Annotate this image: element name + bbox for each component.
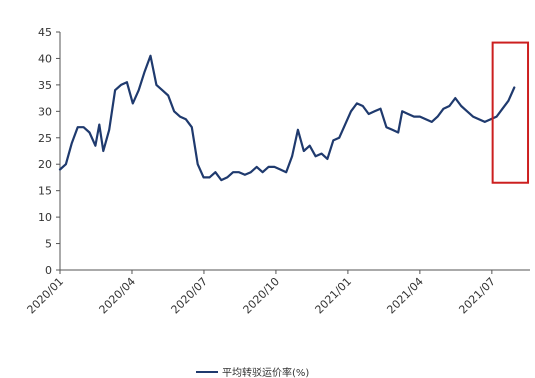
legend-label: 平均转驳运价率(%) [222,366,309,378]
x-tick-label: 2021/01 [313,275,355,317]
y-tick-label: 45 [38,26,52,39]
y-tick-label: 40 [38,52,52,65]
x-axis: 2020/01 2020/04 2020/07 2020/10 2021/01 2021/… [25,269,530,317]
series-layer [58,54,516,182]
annotation-layer [491,41,530,184]
y-tick-label: 0 [45,264,52,277]
legend: 平均转驳运价率(%) [196,366,309,378]
y-tick-label: 10 [38,211,52,224]
y-axis: 0 5 10 15 20 25 30 35 40 45 [38,26,61,277]
x-tick-label: 2020/04 [97,275,139,317]
highlight-box [491,41,530,184]
y-tick-label: 15 [38,185,52,198]
y-tick-label: 25 [38,132,52,145]
series-line [58,54,516,182]
x-tick-label: 2020/07 [169,275,211,317]
y-tick-label: 30 [38,105,52,118]
x-tick-label: 2020/10 [241,275,283,317]
x-tick-label: 2020/01 [25,275,67,317]
y-tick-label: 5 [45,238,52,251]
x-tick-label: 2021/07 [456,275,498,317]
y-tick-label: 20 [38,158,52,171]
x-tick-label: 2021/04 [384,275,426,317]
y-tick-label: 35 [38,79,52,92]
